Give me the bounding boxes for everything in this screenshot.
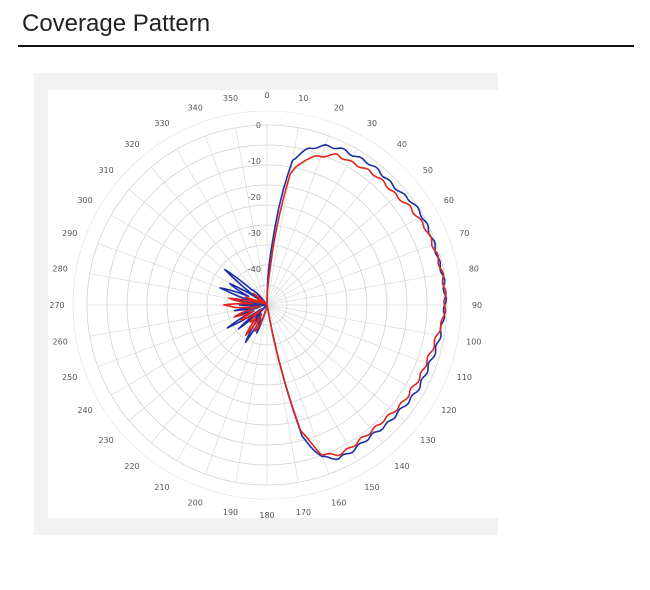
angular-tick-label: 180 [259, 511, 274, 520]
grid-spoke [266, 304, 445, 337]
chart-plot-area [48, 90, 512, 518]
angular-tick-label: 190 [223, 508, 238, 517]
angular-tick-label: 270 [49, 301, 64, 310]
grid-spoke [235, 304, 268, 483]
angular-tick-label: 130 [420, 436, 435, 445]
angular-tick-label: 290 [62, 229, 77, 238]
radial-tick-label: -50 [248, 301, 261, 310]
angular-tick-label: 350 [223, 94, 238, 103]
grid-spoke [205, 135, 268, 306]
grid-spoke [266, 304, 424, 396]
grid-spoke [266, 304, 329, 475]
angular-tick-label: 10 [298, 94, 308, 103]
angular-tick-label: 240 [77, 406, 92, 415]
angular-tick-label: 330 [154, 119, 169, 128]
angular-tick-label: 200 [188, 498, 203, 507]
angular-tick-label: 310 [98, 166, 113, 175]
series-line-2 [222, 153, 447, 457]
angular-tick-label: 230 [98, 436, 113, 445]
grid-spoke [266, 304, 437, 367]
series-layer [219, 144, 448, 461]
angular-tick-label: 90 [472, 301, 482, 310]
grid-spoke [266, 304, 383, 444]
radial-tick-labels: 0 -10 -20 -30 -40 -50 [248, 121, 261, 310]
page-title: Coverage Pattern [22, 10, 211, 37]
grid-spoke [266, 189, 406, 306]
angular-tick-label: 250 [62, 373, 77, 382]
angular-tick-label: 60 [444, 196, 454, 205]
grid-spoke [176, 304, 268, 462]
grid-spoke [266, 135, 329, 306]
grid-spoke [97, 243, 268, 306]
angular-tick-label: 110 [457, 373, 472, 382]
radial-tick-label: -20 [248, 193, 261, 202]
angular-tick-label: 30 [367, 119, 377, 128]
angular-tick-label: 20 [334, 104, 344, 113]
grid-spoke [266, 243, 437, 306]
grid-spoke [110, 214, 268, 306]
grid-spoke [266, 304, 406, 421]
grid-spoke [151, 166, 268, 306]
grid-spoke [235, 127, 268, 306]
grid-spoke [128, 189, 268, 306]
grid-spoke [151, 304, 268, 444]
angular-tick-label: 320 [124, 140, 139, 149]
grid-spoke [266, 148, 358, 306]
grid-spoke [266, 214, 424, 306]
angular-tick-label: 70 [459, 229, 469, 238]
grid-spoke [266, 166, 383, 306]
angular-tick-label: 150 [364, 483, 379, 492]
angular-tick-label: 40 [397, 140, 407, 149]
angular-tick-label: 260 [53, 338, 68, 347]
angular-tick-label: 50 [423, 166, 433, 175]
radial-tick-label: -40 [248, 265, 261, 274]
angular-tick-label: 140 [394, 462, 409, 471]
title-underline [18, 45, 634, 47]
grid-spoke [266, 127, 299, 306]
angular-tick-label: 80 [469, 265, 479, 274]
angular-tick-label: 160 [331, 498, 346, 507]
angular-tick-label: 220 [124, 462, 139, 471]
angular-tick-label: 120 [441, 406, 456, 415]
series-line-1 [219, 144, 448, 461]
angular-tick-label: 210 [154, 483, 169, 492]
grid-spoke [266, 273, 445, 306]
grid-ring-outer [72, 110, 462, 500]
grid-spoke [266, 304, 358, 462]
grid-spoke [176, 148, 268, 306]
angular-tick-labels: 0 10 20 30 40 50 60 70 80 90 100 110 120 130 140 150 160… [49, 91, 482, 520]
radial-tick-label: -10 [248, 157, 261, 166]
angular-tick-label: 170 [296, 508, 311, 517]
angular-tick-label: 340 [188, 104, 203, 113]
radial-tick-label: 0 [256, 121, 261, 130]
angular-tick-label: 300 [77, 196, 92, 205]
angular-tick-label: 100 [466, 338, 481, 347]
angular-tick-label: 0 [264, 91, 269, 100]
radial-tick-label: -30 [248, 229, 261, 238]
angular-tick-label: 280 [53, 265, 68, 274]
